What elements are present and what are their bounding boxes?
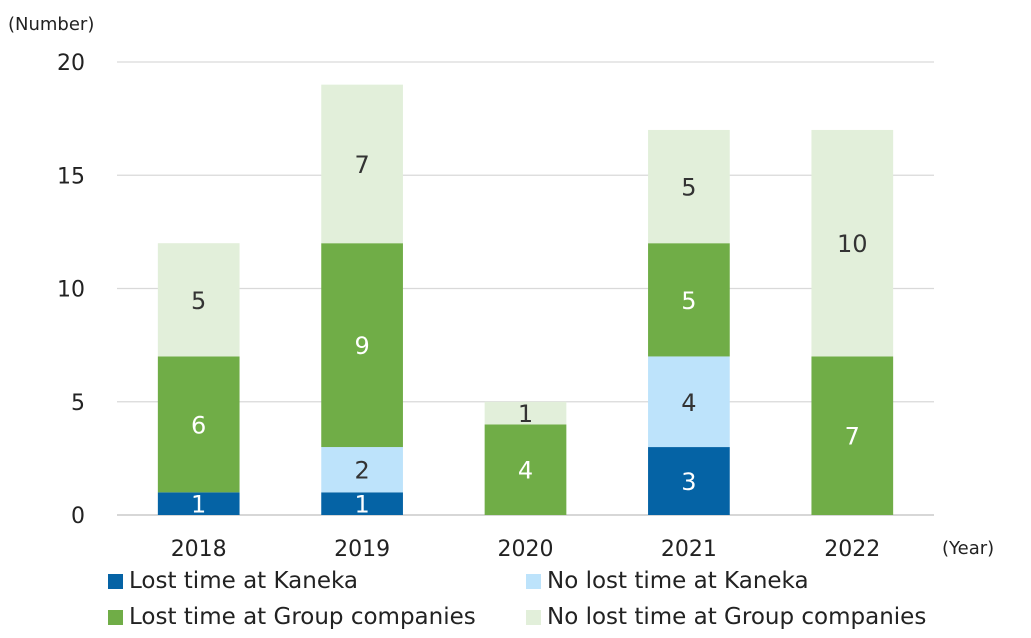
legend-swatch: [526, 609, 541, 625]
legend-swatch: [526, 573, 541, 589]
data-label: 7: [354, 151, 369, 179]
legend-swatch: [108, 573, 123, 589]
bar-segment: [484, 401, 567, 425]
x-tick-label: 2020: [498, 537, 554, 560]
data-label: 5: [681, 287, 696, 315]
legend-item: Lost time at Kaneka: [108, 568, 358, 594]
data-label: 1: [518, 400, 533, 428]
data-label: 7: [845, 423, 860, 451]
data-label: 4: [681, 389, 696, 417]
bar-segment: [811, 129, 894, 357]
bar-segment: [648, 356, 730, 448]
x-tick-label: 2019: [334, 537, 390, 560]
bar-segment: [321, 492, 403, 515]
data-label: 1: [354, 491, 369, 519]
data-label: 5: [191, 287, 206, 315]
x-tick-label: 2022: [824, 537, 880, 560]
legend-item: No lost time at Kaneka: [526, 568, 809, 594]
bar-segment: [157, 356, 240, 493]
y-tick-label: 0: [71, 504, 85, 529]
y-tick-label: 20: [57, 51, 85, 76]
legend-label: Lost time at Group companies: [129, 604, 476, 630]
legend-swatch: [108, 609, 123, 625]
data-label: 5: [681, 174, 696, 202]
y-tick-label: 15: [57, 164, 85, 189]
legend-item: Lost time at Group companies: [108, 604, 476, 630]
data-label: 9: [354, 332, 369, 360]
data-label: 6: [191, 411, 206, 439]
bar-segment: [321, 447, 403, 493]
bar-segment: [321, 243, 403, 448]
legend-label: No lost time at Group companies: [547, 604, 927, 630]
data-label: 4: [518, 457, 533, 485]
x-tick-label: 2021: [661, 537, 717, 560]
data-label: 3: [681, 468, 696, 496]
data-label: 10: [837, 230, 868, 258]
bar-segment: [648, 447, 730, 515]
bar-segment: [811, 356, 894, 515]
x-tick-label: 2018: [171, 537, 227, 560]
y-tick-label: 10: [57, 278, 85, 303]
bar-segment: [157, 243, 240, 357]
y-axis-unit-label: (Number): [8, 14, 94, 35]
bar-segment: [648, 129, 730, 244]
bar-segment: [484, 424, 567, 515]
data-label: 1: [191, 491, 206, 519]
y-tick-label: 5: [71, 391, 85, 416]
bar-segment: [321, 84, 403, 244]
bar-segment: [157, 492, 240, 515]
bar-segment: [648, 243, 730, 357]
data-label: 2: [354, 457, 369, 485]
legend-item: No lost time at Group companies: [526, 604, 926, 630]
legend-label: Lost time at Kaneka: [129, 568, 359, 594]
x-axis-unit-label: (Year): [942, 538, 994, 559]
legend-label: No lost time at Kaneka: [547, 568, 809, 594]
